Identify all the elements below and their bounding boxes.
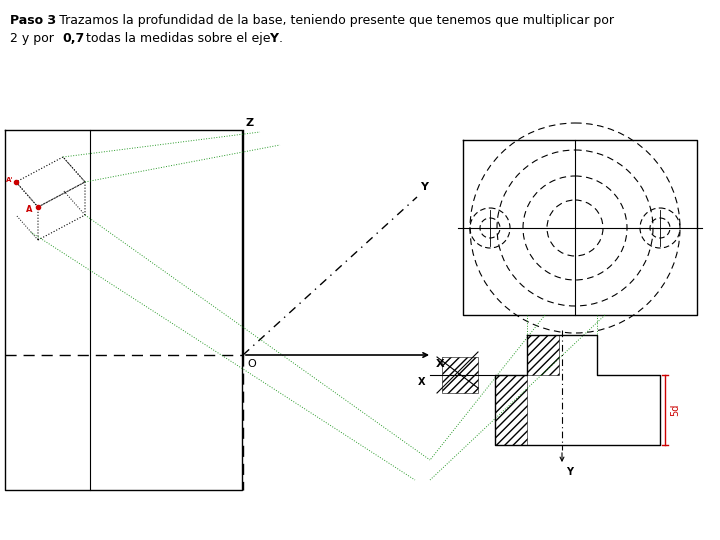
Text: todas la medidas sobre el eje: todas la medidas sobre el eje <box>82 32 274 45</box>
Text: A': A' <box>6 177 14 183</box>
Text: Y: Y <box>420 182 428 192</box>
Text: O: O <box>247 359 256 369</box>
Text: 0,7: 0,7 <box>62 32 84 45</box>
Text: 2 y por: 2 y por <box>10 32 58 45</box>
Text: X: X <box>418 377 425 387</box>
Text: 5d: 5d <box>670 404 680 416</box>
Text: A: A <box>26 205 32 213</box>
Text: Y: Y <box>269 32 278 45</box>
Text: Paso 3: Paso 3 <box>10 14 56 27</box>
Text: :  Trazamos la profundidad de la base, teniendo presente que tenemos que multipl: : Trazamos la profundidad de la base, te… <box>47 14 614 27</box>
Text: Y: Y <box>566 467 573 477</box>
Text: .: . <box>279 32 283 45</box>
Text: Z: Z <box>245 118 253 128</box>
Text: X: X <box>436 359 445 369</box>
